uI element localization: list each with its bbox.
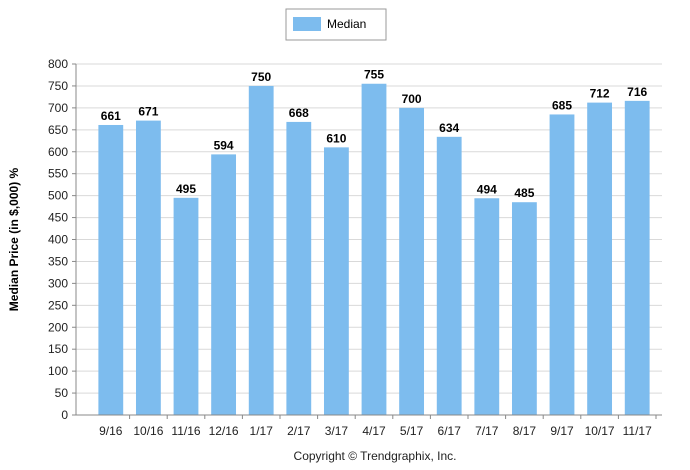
bar-10-16 [135, 120, 161, 415]
x-tick-label: 7/17 [475, 424, 499, 438]
data-label: 494 [477, 182, 497, 196]
y-tick-label: 700 [48, 101, 68, 115]
x-tick-label: 9/17 [550, 424, 574, 438]
y-tick-label: 550 [48, 167, 68, 181]
y-tick-label: 250 [48, 298, 68, 312]
bar-9-16 [98, 124, 124, 415]
data-label: 712 [590, 87, 610, 101]
x-tick-label: 1/17 [250, 424, 274, 438]
y-tick-label: 0 [61, 408, 68, 422]
bar-11-16 [173, 197, 199, 415]
x-tick-label: 5/17 [400, 424, 424, 438]
data-label: 485 [514, 186, 534, 200]
x-tick-label: 9/16 [99, 424, 123, 438]
legend-swatch [293, 17, 321, 31]
bar-6-17 [436, 136, 462, 415]
x-tick-label: 11/16 [171, 424, 200, 438]
bar-12-16 [211, 154, 237, 415]
data-label: 755 [364, 68, 384, 82]
x-tick-label: 11/17 [623, 424, 652, 438]
data-label: 750 [251, 70, 271, 84]
bar-10-17 [587, 102, 613, 416]
data-labels: 661 671 495 594 750 668 610 755 700 634 494 485 685 7… [101, 68, 648, 200]
x-tick-label: 10/16 [133, 424, 163, 438]
bar-2-17 [286, 121, 312, 415]
data-label: 495 [176, 182, 196, 196]
legend: Median [285, 8, 387, 41]
y-axis-title: Median Price (in $,000) % [7, 167, 21, 311]
x-tick-label: 4/17 [362, 424, 386, 438]
bar-5-17 [399, 107, 425, 415]
x-axis-tick-labels: 9/16 10/16 11/16 12/16 1/17 2/17 3/17 4/17 5/17 6… [99, 415, 657, 438]
y-tick-label: 100 [48, 364, 68, 378]
bar-9-17 [549, 114, 575, 416]
data-label: 634 [439, 121, 459, 135]
data-label: 685 [552, 98, 572, 112]
y-tick-label: 400 [48, 233, 68, 247]
y-tick-label: 200 [48, 320, 68, 334]
y-tick-label: 500 [48, 189, 68, 203]
data-label: 716 [627, 85, 647, 99]
y-tick-label: 450 [48, 211, 68, 225]
data-label: 700 [402, 92, 422, 106]
bar-11-17 [624, 100, 650, 415]
legend-label-median: Median [327, 17, 366, 31]
y-tick-label: 650 [48, 123, 68, 137]
data-label: 661 [101, 109, 121, 123]
bar-4-17 [361, 83, 387, 416]
x-tick-label: 2/17 [287, 424, 311, 438]
x-tick-label: 12/16 [209, 424, 239, 438]
x-tick-label: 6/17 [438, 424, 462, 438]
y-axis-tick-labels: 0 50 100 150 200 250 300 350 400 450 500 550 600 650 7… [48, 57, 76, 422]
bar-7-17 [474, 198, 500, 415]
data-label: 610 [326, 131, 346, 145]
copyright-text: Copyright © Trendgraphix, Inc. [294, 449, 457, 463]
y-tick-label: 600 [48, 145, 68, 159]
data-label: 594 [214, 138, 234, 152]
bar-3-17 [323, 147, 349, 416]
data-label: 668 [289, 106, 309, 120]
y-tick-label: 300 [48, 276, 68, 290]
y-tick-label: 350 [48, 254, 68, 268]
bar-1-17 [248, 85, 274, 415]
y-tick-label: 800 [48, 57, 68, 71]
x-tick-label: 10/17 [585, 424, 615, 438]
data-label: 671 [138, 105, 158, 119]
bars [98, 83, 650, 416]
x-tick-label: 8/17 [513, 424, 537, 438]
y-tick-label: 150 [48, 342, 68, 356]
y-tick-label: 750 [48, 79, 68, 93]
x-tick-label: 3/17 [325, 424, 349, 438]
bar-8-17 [511, 202, 537, 415]
y-tick-label: 50 [55, 386, 69, 400]
